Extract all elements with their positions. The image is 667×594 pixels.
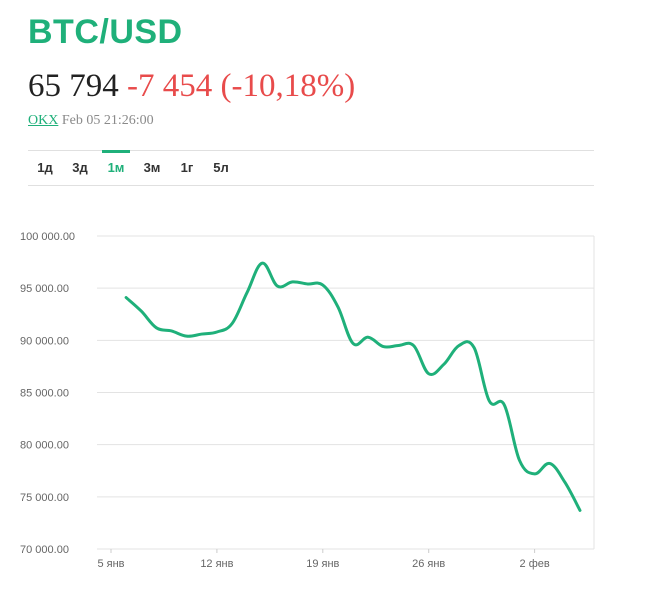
y-tick-label: 100 000.00 [20,231,75,243]
data-point [290,279,296,285]
data-point [320,282,326,288]
data-point [501,402,507,408]
data-point [274,283,280,289]
x-tick-label: 26 янв [412,558,445,570]
data-point [229,321,235,327]
tab-1y[interactable]: 1г [180,160,194,175]
y-tick-label: 85 000.00 [20,388,69,400]
tab-1d[interactable]: 1д [37,160,53,175]
x-axis: 5 янв 12 янв 19 янв 26 янв 2 фев [97,558,549,570]
data-point [305,281,311,287]
quote-timestamp: Feb 05 21:26:00 [61,113,154,128]
data-point [547,460,553,466]
data-point [411,343,417,349]
data-point [456,343,462,349]
data-point [441,361,447,367]
data-point [532,471,538,477]
y-tick-label: 80 000.00 [20,440,69,452]
data-point [214,329,220,335]
chart-series [123,260,583,513]
data-point [184,333,190,339]
chart-grid [97,235,595,553]
x-tick-label: 2 фев [520,558,550,570]
x-tick-label: 12 янв [200,558,233,570]
data-point [365,334,371,340]
data-point [516,457,522,463]
data-point [138,308,144,314]
x-tick-label: 5 янв [97,558,124,570]
ticker-title: BTC/USD [28,13,183,51]
tab-1m[interactable]: 1м [102,150,130,185]
data-point [244,289,250,295]
price-quote: 65 794 -7 454 (-10,18%) [28,64,355,108]
x-tick-label: 19 янв [306,558,339,570]
data-point [426,371,432,377]
period-tabs: 1д 3д 1м 3м 1г 5л [28,150,594,186]
data-point [259,260,265,266]
data-point [577,507,583,513]
data-point [395,343,401,349]
y-tick-label: 95 000.00 [20,283,69,295]
data-point [562,479,568,485]
tab-3d[interactable]: 3д [72,160,88,175]
data-point [486,398,492,404]
y-tick-label: 75 000.00 [20,492,69,504]
price-change-percent: (-10,18%) [220,68,356,104]
last-price: 65 794 [28,68,119,104]
data-point [350,340,356,346]
tab-5y[interactable]: 5л [213,160,229,175]
y-axis: 100 000.00 95 000.00 90 000.00 85 000.00 80 … [20,231,75,556]
data-point [123,295,129,301]
tab-3m[interactable]: 3м [143,160,161,175]
data-point [199,331,205,337]
series-line [124,261,582,512]
quote-meta: OKX Feb 05 21:26:00 [28,112,154,130]
price-chart: 100 000.00 95 000.00 90 000.00 85 000.00 80 … [20,231,595,570]
y-tick-label: 90 000.00 [20,335,69,347]
y-tick-label: 70 000.00 [20,544,69,556]
data-point [380,344,386,350]
data-point [335,304,341,310]
exchange-link[interactable]: OKX [28,113,59,128]
data-point [471,345,477,351]
data-point [153,325,159,331]
price-change: -7 454 [127,68,213,104]
data-point [169,328,175,334]
